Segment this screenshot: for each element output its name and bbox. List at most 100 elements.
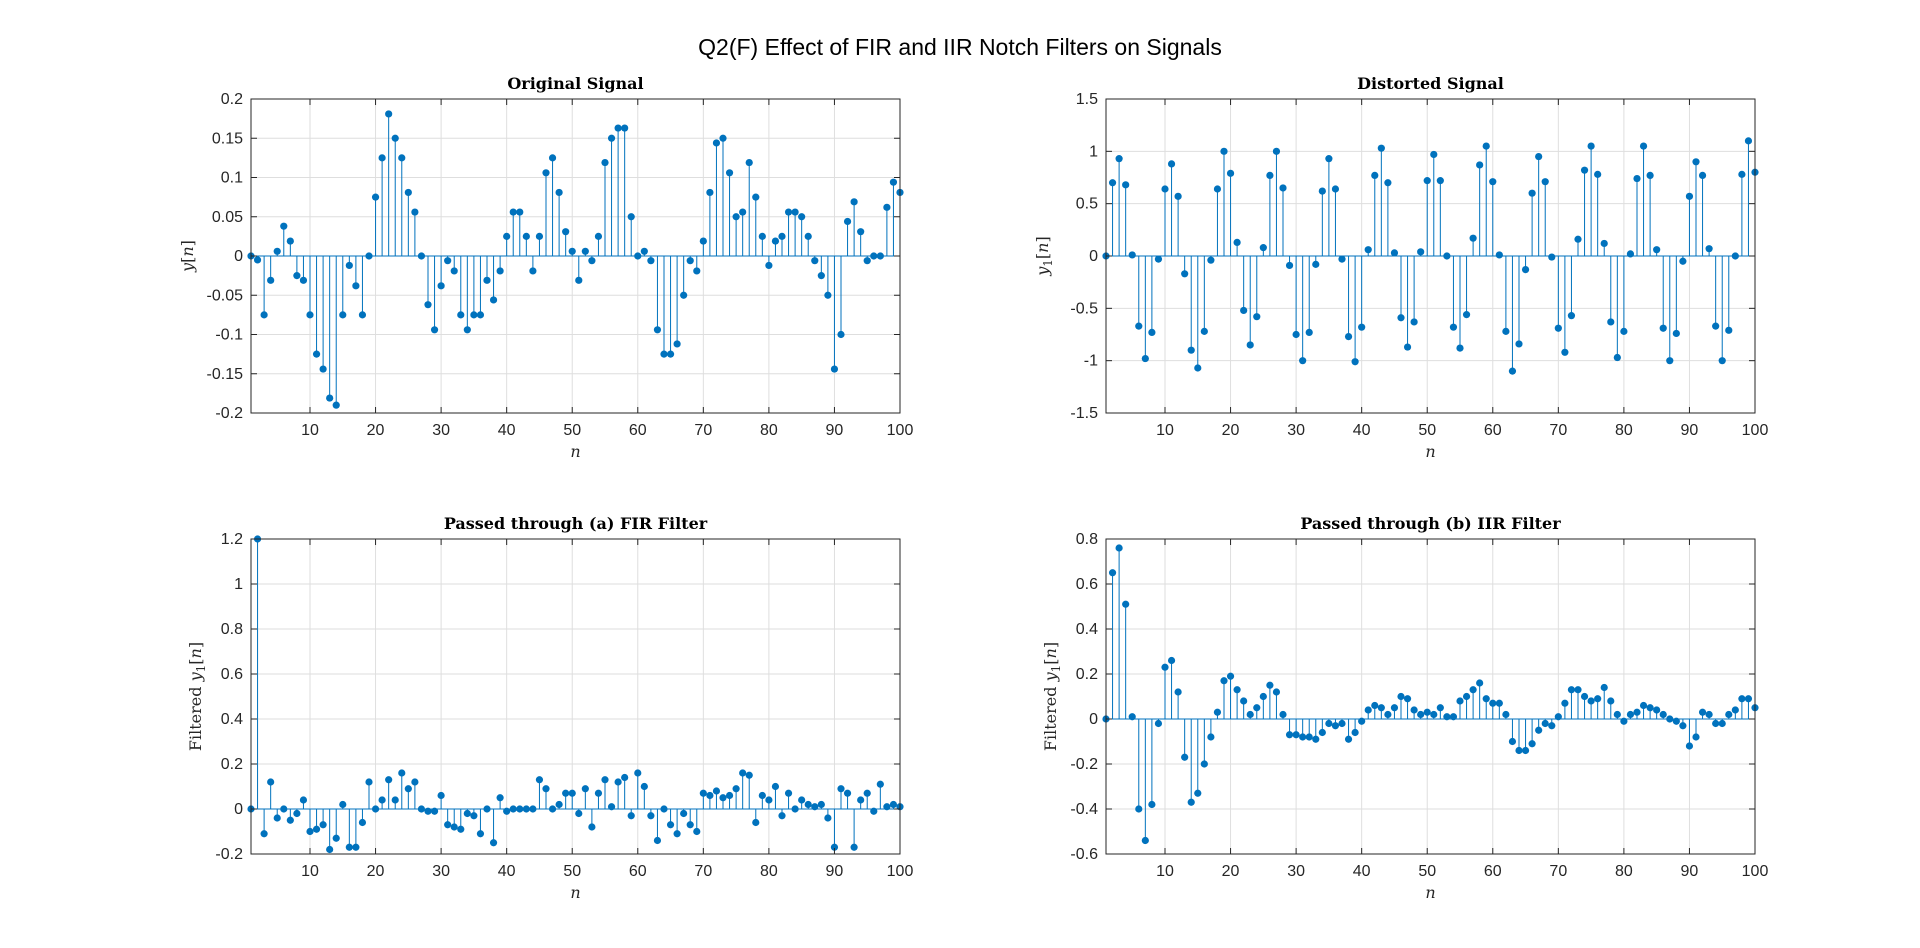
- stem-marker: [811, 257, 819, 265]
- stem-marker: [516, 208, 524, 216]
- stem-marker: [1666, 715, 1674, 723]
- y-tick-label: -0.2: [215, 846, 243, 863]
- stem-marker: [1364, 246, 1372, 254]
- stem-marker: [1633, 174, 1641, 183]
- stem-marker: [1646, 171, 1654, 180]
- stem-marker: [548, 154, 557, 162]
- stem-marker: [1285, 731, 1294, 739]
- x-tick-label: 50: [563, 422, 581, 439]
- stem-marker: [850, 198, 858, 206]
- stem-marker: [267, 778, 275, 786]
- stem-marker: [607, 803, 616, 811]
- stem-marker: [1692, 158, 1700, 166]
- stem-marker: [1253, 313, 1261, 321]
- stem-marker: [1626, 250, 1635, 258]
- stem-marker: [1679, 257, 1687, 265]
- x-tick-label: 80: [760, 422, 778, 439]
- stem-marker: [1384, 179, 1392, 187]
- stem-marker: [732, 213, 740, 221]
- stem-marker: [1226, 672, 1235, 680]
- stem-marker: [745, 771, 753, 779]
- stem-marker: [463, 326, 471, 334]
- stem-marker: [1462, 311, 1471, 319]
- stem-marker: [1344, 735, 1353, 743]
- y-tick-label: -1: [1084, 353, 1098, 370]
- stem-marker: [1594, 170, 1602, 178]
- stem-marker: [463, 809, 471, 818]
- y-tick-label: -0.4: [1070, 801, 1098, 818]
- stem-marker: [1351, 358, 1359, 366]
- stem-marker: [634, 769, 642, 777]
- x-tick-label: 30: [432, 422, 450, 439]
- stem-marker: [1685, 192, 1694, 200]
- x-tick-label: 70: [1549, 863, 1567, 880]
- stem-marker: [857, 228, 865, 236]
- stem-marker: [1187, 346, 1195, 354]
- stem-marker: [1299, 357, 1307, 365]
- stem-marker: [1194, 364, 1202, 372]
- y-tick-label: 0: [1089, 711, 1098, 728]
- stem-marker: [666, 350, 675, 358]
- x-axis-label: n: [570, 883, 580, 902]
- stem-marker: [1154, 255, 1163, 263]
- y-tick-label: -0.15: [207, 366, 244, 383]
- stem-marker: [548, 805, 557, 813]
- stem-marker: [1679, 722, 1687, 730]
- stem-marker: [627, 213, 635, 221]
- stem-marker: [1200, 760, 1208, 768]
- stem-marker: [385, 110, 393, 118]
- y-tick-label: 0.8: [221, 621, 243, 638]
- stem-marker: [1738, 170, 1746, 178]
- stem-marker: [1122, 600, 1130, 608]
- x-tick-label: 100: [1742, 422, 1769, 439]
- stem-marker: [581, 785, 589, 793]
- x-tick-label: 10: [1156, 422, 1174, 439]
- y-tick-label: -1.5: [1070, 405, 1098, 422]
- stem-marker: [371, 805, 380, 813]
- y-tick-label: 0.15: [212, 130, 243, 147]
- stem-marker: [1725, 710, 1733, 719]
- stem-marker: [883, 803, 891, 811]
- stem-marker: [1161, 185, 1169, 193]
- stem-marker: [719, 794, 727, 802]
- stem-marker: [358, 311, 367, 319]
- x-tick-label: 20: [367, 863, 385, 880]
- stem-marker: [1731, 706, 1739, 714]
- stem-marker: [1135, 805, 1143, 813]
- stem-marker: [1561, 699, 1569, 707]
- stem-marker: [1194, 789, 1202, 797]
- stem-marker: [1240, 697, 1248, 705]
- y-tick-label: 0: [234, 801, 243, 818]
- x-tick-label: 40: [1353, 422, 1371, 439]
- stem-marker: [1613, 710, 1621, 719]
- stem-marker: [640, 782, 648, 791]
- stem-marker: [1469, 686, 1477, 694]
- stem-marker: [444, 257, 452, 265]
- stem-marker: [791, 208, 799, 216]
- stem-marker: [607, 134, 616, 142]
- stem-marker: [673, 830, 681, 838]
- stem-marker: [863, 789, 871, 797]
- stem-marker: [1672, 329, 1680, 338]
- x-tick-label: 50: [563, 863, 581, 880]
- stem-marker: [568, 247, 576, 255]
- stem-marker: [1390, 704, 1399, 712]
- stem-marker: [529, 805, 537, 813]
- y-tick-label: 0.05: [212, 209, 243, 226]
- stem-marker: [1456, 697, 1464, 705]
- stem-marker: [1154, 719, 1163, 728]
- stem-marker: [1272, 147, 1281, 155]
- subplot-title: Original Signal: [507, 74, 643, 93]
- stem-marker: [1292, 330, 1300, 339]
- stem-marker: [1246, 710, 1254, 719]
- stem-marker: [1207, 733, 1215, 741]
- stem-marker: [680, 809, 688, 818]
- stem-marker: [765, 261, 773, 270]
- stem-marker: [830, 365, 839, 373]
- stem-marker: [1181, 753, 1189, 761]
- stem-marker: [430, 807, 439, 815]
- stem-marker: [693, 827, 701, 836]
- stem-marker: [824, 291, 832, 299]
- stem-marker: [1580, 166, 1589, 174]
- stem-marker: [594, 232, 603, 240]
